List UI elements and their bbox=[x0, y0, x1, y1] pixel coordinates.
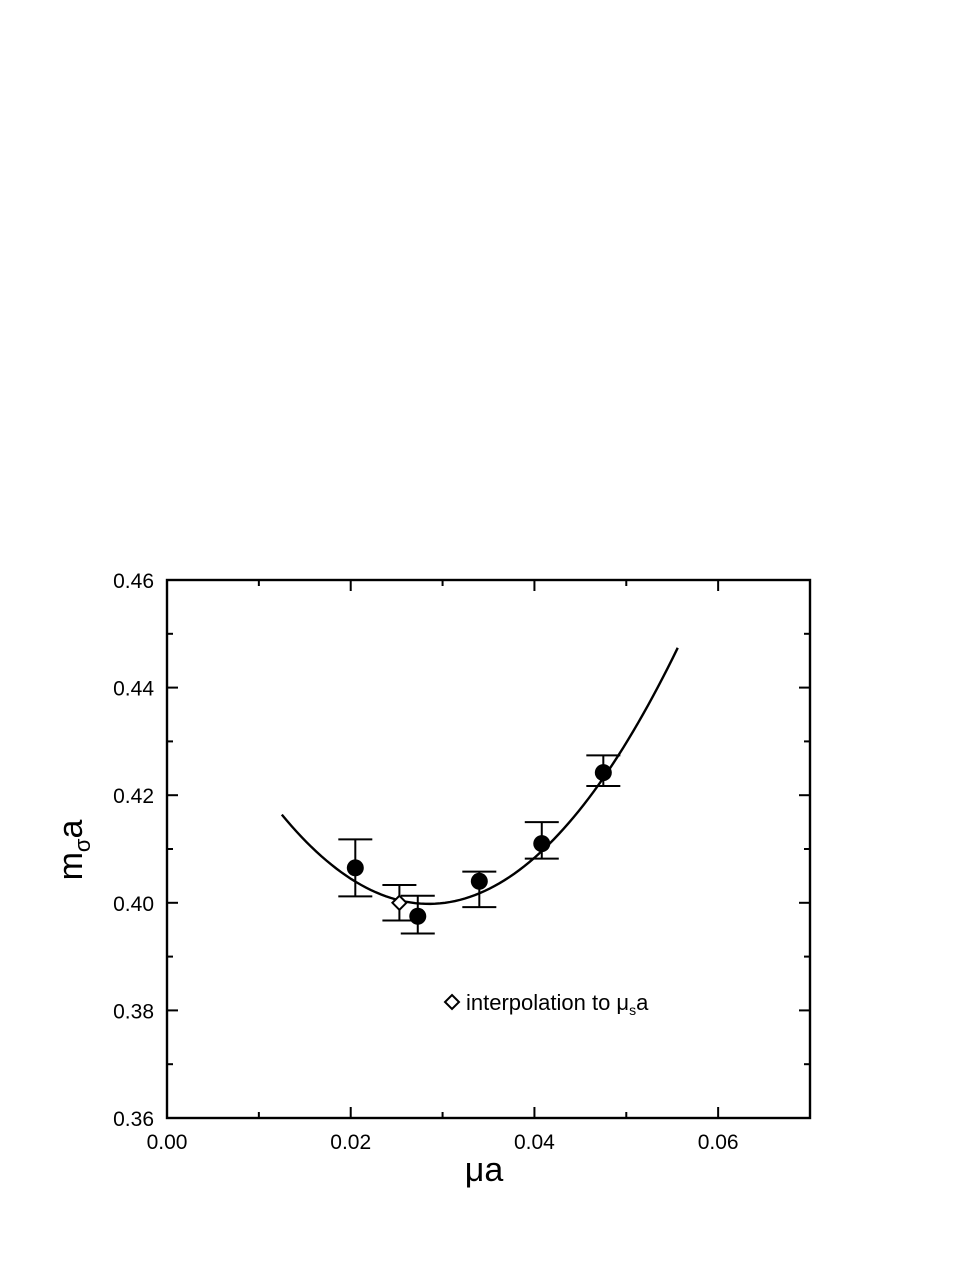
y-tick-label: 0.36 bbox=[113, 1108, 154, 1131]
data-marks bbox=[338, 754, 621, 935]
data-point-marker bbox=[409, 907, 427, 925]
y-tick-label: 0.46 bbox=[113, 570, 154, 593]
legend-label-tail: a bbox=[636, 990, 649, 1015]
data-point bbox=[338, 838, 373, 898]
x-tick-label: 0.06 bbox=[698, 1131, 739, 1154]
y-tick-label: 0.38 bbox=[113, 1000, 154, 1023]
legend-label: interpolation to μsa bbox=[466, 990, 649, 1018]
data-point bbox=[462, 870, 497, 909]
y-tick-label: 0.44 bbox=[113, 678, 154, 701]
y-axis-title-tail: a bbox=[52, 820, 90, 839]
legend-diamond-marker bbox=[443, 993, 461, 1011]
tick-labels: 0.00 0.02 0.04 0.06 0.36 0.38 0.40 0.42 0.44 0.46 bbox=[113, 570, 738, 1154]
y-axis-title-subscript: σ bbox=[70, 838, 95, 852]
y-axis-title: mσa bbox=[52, 820, 95, 881]
data-point-marker bbox=[594, 764, 612, 782]
x-tick-label: 0.00 bbox=[147, 1131, 188, 1154]
x-tick-label: 0.04 bbox=[514, 1131, 555, 1154]
legend: interpolation to μsa bbox=[443, 990, 649, 1018]
x-axis-title: μa bbox=[465, 1151, 504, 1189]
y-axis-title-main: m bbox=[52, 852, 90, 880]
y-tick-label: 0.42 bbox=[113, 785, 154, 808]
data-point-marker bbox=[533, 835, 551, 853]
data-point-marker bbox=[470, 872, 488, 890]
axis-ticks bbox=[166, 579, 810, 1119]
diamond-marker bbox=[390, 894, 408, 912]
x-tick-label: 0.02 bbox=[330, 1131, 371, 1154]
interpolated-point bbox=[382, 884, 417, 922]
legend-label-subscript: s bbox=[629, 1002, 636, 1018]
legend-label-main: interpolation to μ bbox=[466, 990, 629, 1015]
plot-frame bbox=[165, 578, 812, 1120]
data-point-marker bbox=[346, 859, 364, 877]
data-point bbox=[586, 754, 621, 788]
data-point bbox=[524, 821, 559, 860]
fit-curve bbox=[280, 647, 679, 906]
y-tick-label: 0.40 bbox=[113, 893, 154, 916]
